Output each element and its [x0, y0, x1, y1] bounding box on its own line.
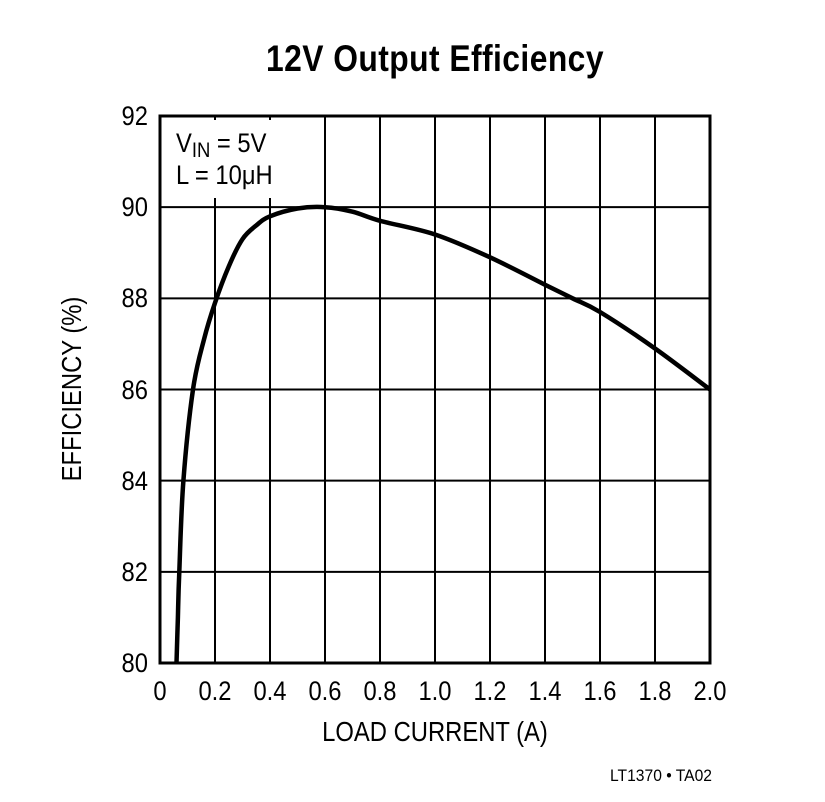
- y-axis-label: EFFICIENCY (%): [56, 296, 87, 482]
- x-tick-label: 1.0: [418, 676, 452, 706]
- grid-lines: [159, 115, 711, 664]
- y-tick-label: 90: [121, 192, 148, 223]
- x-axis-label: LOAD CURRENT (A): [322, 716, 548, 747]
- x-tick-label: 1.4: [528, 676, 562, 706]
- x-tick-label: 0: [153, 676, 167, 706]
- y-tick-label: 80: [121, 648, 148, 678]
- efficiency-curve: [174, 204, 712, 664]
- x-tick-label: 1.6: [583, 676, 617, 706]
- x-tick-label: 0.8: [363, 676, 397, 706]
- x-tick-label: 0.4: [253, 676, 287, 706]
- y-tick-label: 84: [121, 465, 148, 496]
- y-tick-label: 82: [121, 556, 148, 587]
- figure-id: LT1370 • TA02: [610, 766, 712, 785]
- annotation-vin-subscript: IN: [191, 139, 211, 162]
- x-tick-label: 0.2: [198, 676, 232, 706]
- chart-title: 12V Output Efficiency: [266, 38, 604, 79]
- annotation-vin: VIN = 5V: [176, 128, 267, 166]
- x-tick-label: 1.2: [473, 676, 507, 706]
- x-tick-label: 0.6: [308, 676, 342, 706]
- annotation-inductor: L = 10μH: [176, 160, 273, 190]
- y-tick-label: 88: [121, 283, 148, 314]
- y-tick-label: 86: [121, 374, 148, 405]
- annotation-vin-value: = 5V: [210, 128, 267, 158]
- y-tick-label: 92: [121, 101, 148, 131]
- x-tick-label: 2.0: [693, 676, 727, 706]
- x-tick-label: 1.8: [638, 676, 672, 706]
- annotation-vin-label: V: [176, 128, 192, 158]
